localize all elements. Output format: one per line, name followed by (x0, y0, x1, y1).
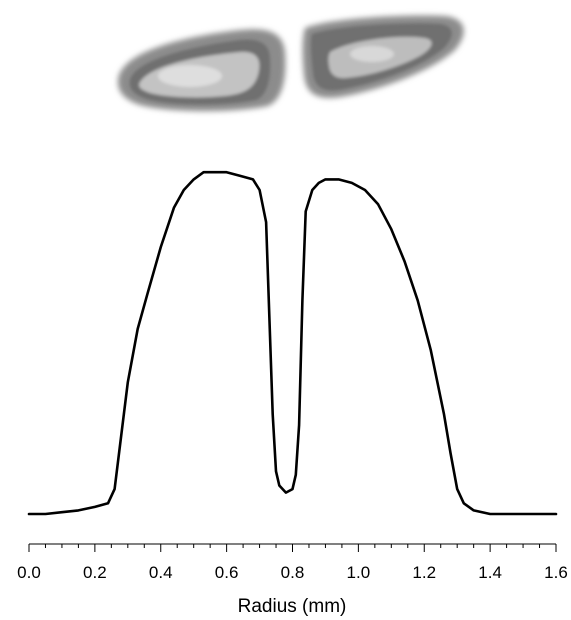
x-tick-label: 1.4 (478, 563, 502, 582)
x-tick-label: 0.8 (281, 563, 305, 582)
radial-profile-line (27, 170, 558, 516)
beam-profile-image (117, 15, 464, 112)
x-tick-label: 1.6 (544, 563, 568, 582)
x-tick-label: 1.0 (347, 563, 371, 582)
x-axis-ticks (28, 544, 557, 552)
x-tick-label: 0.0 (17, 563, 41, 582)
x-tick-label: 0.4 (149, 563, 173, 582)
x-axis-title: Radius (mm) (238, 596, 347, 617)
x-axis-tick-labels: 0.0 0.2 0.4 0.6 0.8 1.0 1.2 1.4 1.6 (17, 563, 568, 582)
x-tick-label: 0.2 (83, 563, 107, 582)
x-tick-label: 0.6 (215, 563, 239, 582)
x-tick-label: 1.2 (412, 563, 436, 582)
